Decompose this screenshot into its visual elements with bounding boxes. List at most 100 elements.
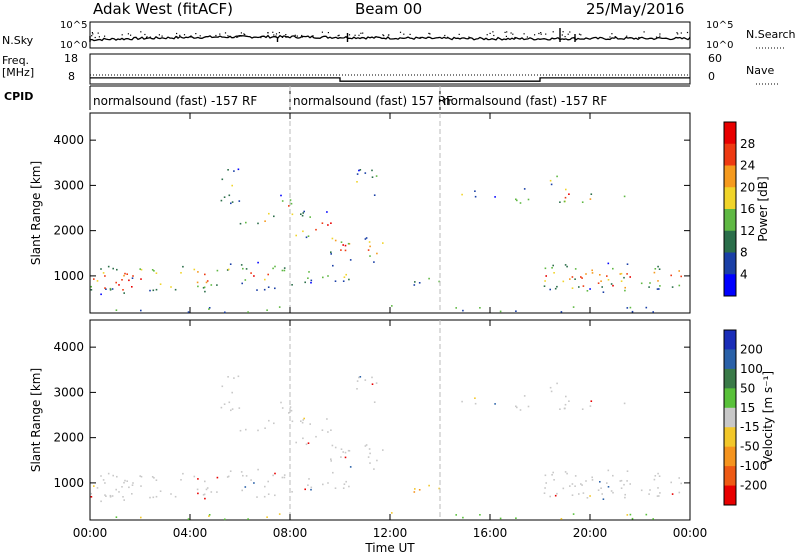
power-point <box>516 199 518 202</box>
velocity-point <box>330 429 332 431</box>
power-point <box>568 193 570 195</box>
power-point <box>599 274 601 276</box>
power-point <box>342 280 345 282</box>
velocity-point <box>159 490 162 492</box>
power-point <box>221 178 224 181</box>
power-point <box>494 196 496 198</box>
power-point <box>208 307 211 309</box>
noise-search-dot <box>199 35 201 37</box>
power-point <box>678 270 680 272</box>
velocity-point <box>123 499 125 501</box>
velocity-point <box>205 488 208 491</box>
velocity-point <box>278 513 281 515</box>
power-point <box>228 194 231 197</box>
velocity-point <box>139 475 141 477</box>
power-point <box>197 271 199 273</box>
power-point <box>257 261 259 264</box>
velocity-point <box>118 491 120 493</box>
velocity-point <box>223 403 226 405</box>
noise-search-dot <box>382 34 384 36</box>
velocity-point <box>224 518 226 521</box>
velocity-point <box>216 491 218 493</box>
noise-search-dot <box>492 31 494 33</box>
velocity-point <box>652 518 654 520</box>
power-point <box>124 272 126 275</box>
power-point <box>623 276 625 279</box>
noise-search-dot <box>676 32 678 34</box>
power-point <box>368 241 371 243</box>
power-point <box>115 281 117 284</box>
y-tick-label: 4000 <box>53 340 84 354</box>
power-point <box>600 280 602 282</box>
velocity-point <box>291 491 293 493</box>
power-point <box>574 268 577 270</box>
velocity-point <box>322 483 324 486</box>
velocity-point <box>367 456 370 458</box>
velocity-point <box>230 409 232 412</box>
power-point <box>626 273 628 275</box>
velocity-point <box>568 400 570 402</box>
noise-left-label: N.Sky <box>2 34 34 47</box>
power-point <box>549 288 551 291</box>
noise-search-dot <box>260 37 262 39</box>
power-colorbar-frame <box>723 121 737 297</box>
colorbars: 4 8 12 16 20 24 28 Power [dB] 200 100 50 15 -15 -50 -1… <box>723 121 775 506</box>
power-point <box>554 287 557 290</box>
power-point <box>565 188 567 191</box>
power-point <box>629 276 631 278</box>
velocity-point <box>152 496 155 499</box>
velocity-point <box>345 480 347 483</box>
velocity-point <box>330 458 332 460</box>
power-point <box>208 308 210 310</box>
power-colorbar-cell <box>724 274 736 297</box>
velocity-point <box>648 493 650 495</box>
noise-search-dot <box>121 34 123 36</box>
velocity-point <box>413 491 416 493</box>
noise-search-dot <box>238 35 240 37</box>
freq-left-tick: 18 <box>64 52 78 65</box>
noise-search-dot <box>409 33 411 35</box>
x-axis-label: Time UT <box>364 541 415 554</box>
velocity-point <box>574 475 577 477</box>
power-point <box>657 265 659 268</box>
velocity-point <box>227 376 229 378</box>
noise-search-dot <box>358 34 360 36</box>
velocity-point <box>111 495 114 497</box>
power-point <box>597 282 600 284</box>
power-point <box>586 290 589 292</box>
power-point <box>126 273 128 275</box>
y-tick-label: 2000 <box>53 224 84 238</box>
velocity-point <box>620 479 623 482</box>
x-tick-label: 20:00 <box>573 526 608 540</box>
velocity-point <box>100 500 102 503</box>
noise-search-dot <box>296 35 298 37</box>
velocity-point <box>653 478 656 481</box>
velocity-point <box>334 487 337 489</box>
power-point <box>556 175 558 178</box>
noise-search-dot <box>240 32 242 34</box>
power-point <box>629 306 632 309</box>
power-point <box>582 285 585 287</box>
power-point <box>656 288 659 290</box>
power-point <box>264 278 266 281</box>
velocity-point <box>107 472 110 475</box>
velocity-colorbar-frame <box>723 329 737 506</box>
noise-search-dot <box>158 34 160 36</box>
noise-search-dot <box>580 34 582 36</box>
velocity-point <box>240 471 243 473</box>
power-point <box>479 307 481 309</box>
power-point <box>206 280 209 282</box>
power-point <box>658 268 661 270</box>
velocity-point <box>343 483 346 485</box>
axes-labels: N.Sky 10^5 10^0 10^5 10^0 N.Search Freq.[MHz] 1… <box>2 20 796 554</box>
velocity-point <box>649 489 651 491</box>
power-point <box>159 283 162 285</box>
power-point <box>556 285 558 288</box>
power-point <box>93 278 95 280</box>
velocity-colorbar-tick: -15 <box>740 420 760 434</box>
velocity-point <box>245 475 248 477</box>
velocity-point <box>515 517 517 519</box>
power-point <box>155 272 158 274</box>
noise-search-dot <box>510 32 512 34</box>
velocity-point <box>187 518 190 520</box>
